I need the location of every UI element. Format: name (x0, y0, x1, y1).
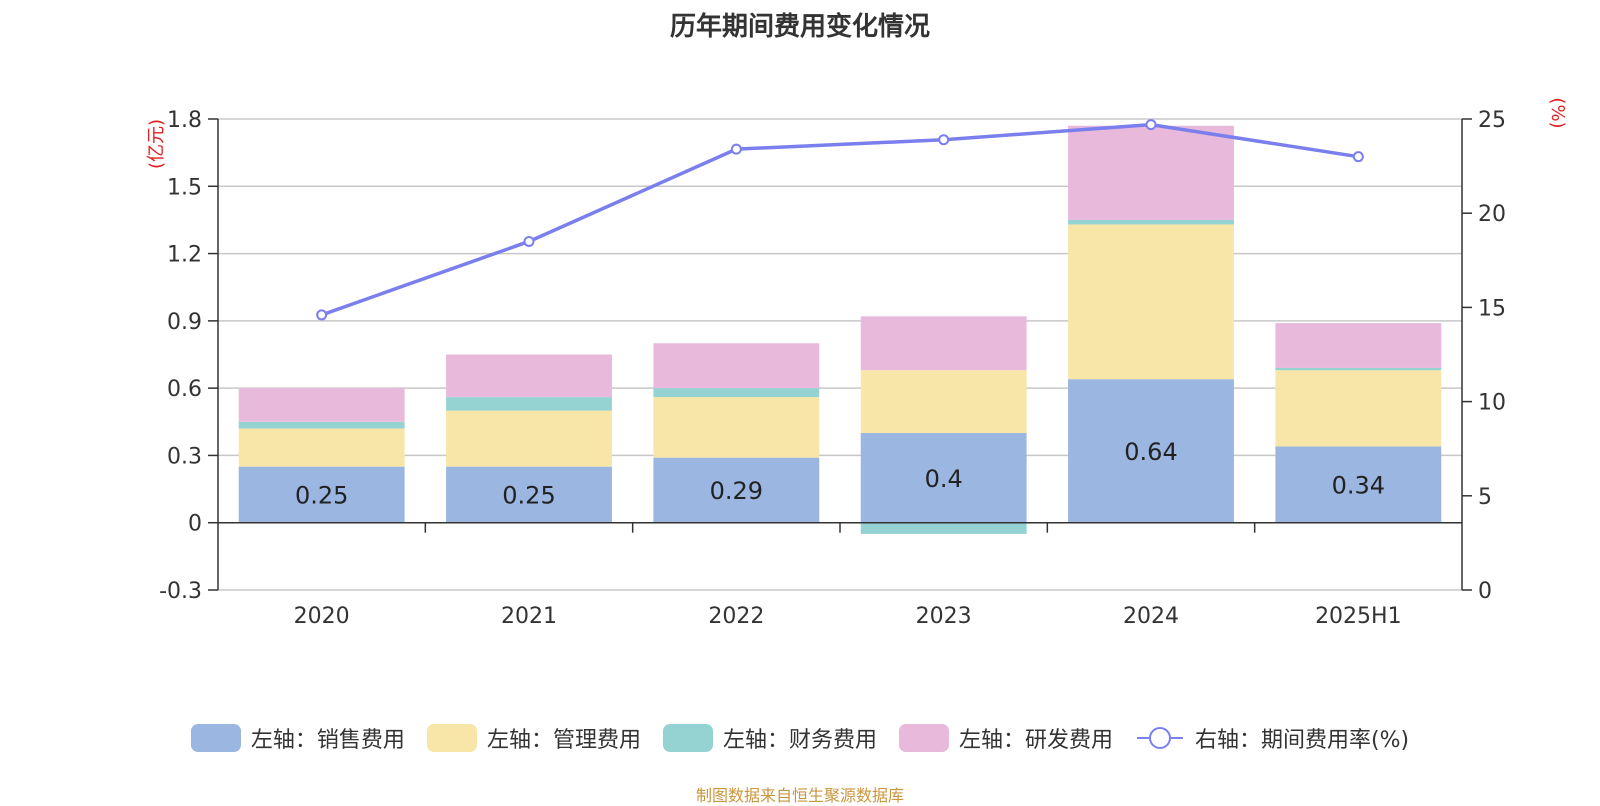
category-label: 2023 (916, 604, 972, 629)
category-label: 2022 (708, 604, 764, 629)
bar-segment-sales (1068, 379, 1234, 523)
data-label-sales: 0.4 (925, 465, 963, 493)
left-axis-unit-label: (亿元) (146, 119, 167, 169)
rate-point (730, 143, 742, 155)
data-label-sales: 0.29 (710, 477, 763, 505)
bar-segment-rnd (860, 316, 1027, 371)
legend-label-rate: 右轴：期间费用率(%) (1194, 728, 1410, 753)
legend-label-sales: 左轴：销售费用 (250, 728, 405, 753)
rate-line (321, 122, 1359, 317)
legend-item-rnd[interactable]: 左轴：研发费用 (898, 722, 1113, 754)
bar-segment-finance (653, 388, 820, 398)
bar-segment-admin (860, 370, 1027, 433)
legend-label-rnd: 左轴：研发费用 (958, 728, 1113, 753)
bar-segment-admin (1275, 370, 1442, 447)
legend-item-sales[interactable]: 左轴：销售费用 (190, 722, 405, 754)
bar-segment-finance (446, 397, 612, 411)
left-axis-tick-label: 0.3 (167, 444, 202, 469)
bar-segment-admin (653, 397, 820, 458)
category-label: 2025H1 (1315, 604, 1402, 629)
legend-swatch-rnd (898, 724, 949, 752)
legend-swatch-sales (190, 724, 241, 752)
bar-segment-sales (238, 466, 405, 523)
right-axis-tick-label: 20 (1478, 202, 1506, 227)
legend-item-finance[interactable]: 左轴：财务费用 (662, 722, 877, 754)
left-axis-tick-label: 1.2 (167, 243, 202, 268)
bar-segment-sales (1275, 446, 1442, 523)
category-label: 2021 (501, 604, 557, 629)
bar-segment-rnd (1275, 323, 1442, 368)
legend-line-marker-icon (1136, 727, 1183, 749)
left-axis-tick-label: 0 (188, 512, 202, 537)
bar-segment-admin (446, 410, 612, 467)
legend-item-rate[interactable]: 右轴：期间费用率(%) (1135, 722, 1409, 754)
bar-segment-finance (1275, 367, 1442, 371)
legend-label-finance: 左轴：财务费用 (722, 728, 877, 753)
left-axis-tick-label: 1.5 (167, 175, 202, 200)
source-note: 制图数据来自恒生聚源数据库 (695, 786, 904, 805)
right-axis-tick-label: 25 (1478, 108, 1506, 133)
bar-segment-rnd (238, 388, 405, 422)
legend-item-admin[interactable]: 左轴：管理费用 (426, 722, 641, 754)
legend-swatch-finance (662, 724, 713, 752)
bar-segment-sales (860, 433, 1027, 523)
bar-segment-rnd (653, 343, 820, 389)
right-axis-tick-label: 5 (1478, 485, 1492, 510)
right-axis-tick-label: 15 (1478, 296, 1506, 321)
bar-segment-sales (653, 457, 820, 523)
rate-point (523, 235, 535, 247)
rate-point (316, 309, 328, 321)
bar-segment-admin (238, 428, 405, 467)
right-axis-tick-label: 10 (1478, 391, 1506, 416)
data-label-sales: 0.25 (295, 482, 348, 510)
legend-swatch-admin (426, 724, 477, 752)
rate-point (1145, 119, 1157, 131)
bar-segment-rnd (446, 354, 612, 398)
chart-title: 历年期间费用变化情况 (669, 12, 930, 42)
data-label-sales: 0.34 (1332, 472, 1385, 500)
left-axis-tick-label: 0.9 (167, 310, 202, 335)
bar-segment-finance (1068, 219, 1234, 225)
rate-point (1352, 151, 1364, 163)
legend-label-admin: 左轴：管理费用 (486, 728, 641, 753)
bar-segment-sales (446, 466, 612, 523)
right-axis-unit-label: (%) (1547, 97, 1568, 128)
bar-segment-rnd (1068, 125, 1234, 220)
category-label: 2024 (1123, 604, 1179, 629)
left-axis-tick-label: 0.6 (167, 377, 202, 402)
bar-segment-finance (238, 421, 405, 429)
rate-point (938, 134, 950, 146)
category-label: 2020 (294, 604, 350, 629)
bar-segment-admin (1068, 224, 1234, 380)
bar-segment-finance (860, 522, 1027, 534)
left-axis-tick-label: 1.8 (167, 108, 202, 133)
data-label-sales: 0.64 (1124, 438, 1177, 466)
legend: 左轴：销售费用 左轴：管理费用 左轴：财务费用 左轴：研发费用 右轴：期间费用率… (0, 722, 1600, 754)
data-label-sales: 0.25 (502, 482, 555, 510)
left-axis-tick-label: -0.3 (159, 579, 202, 604)
right-axis-tick-label: 0 (1478, 579, 1492, 604)
